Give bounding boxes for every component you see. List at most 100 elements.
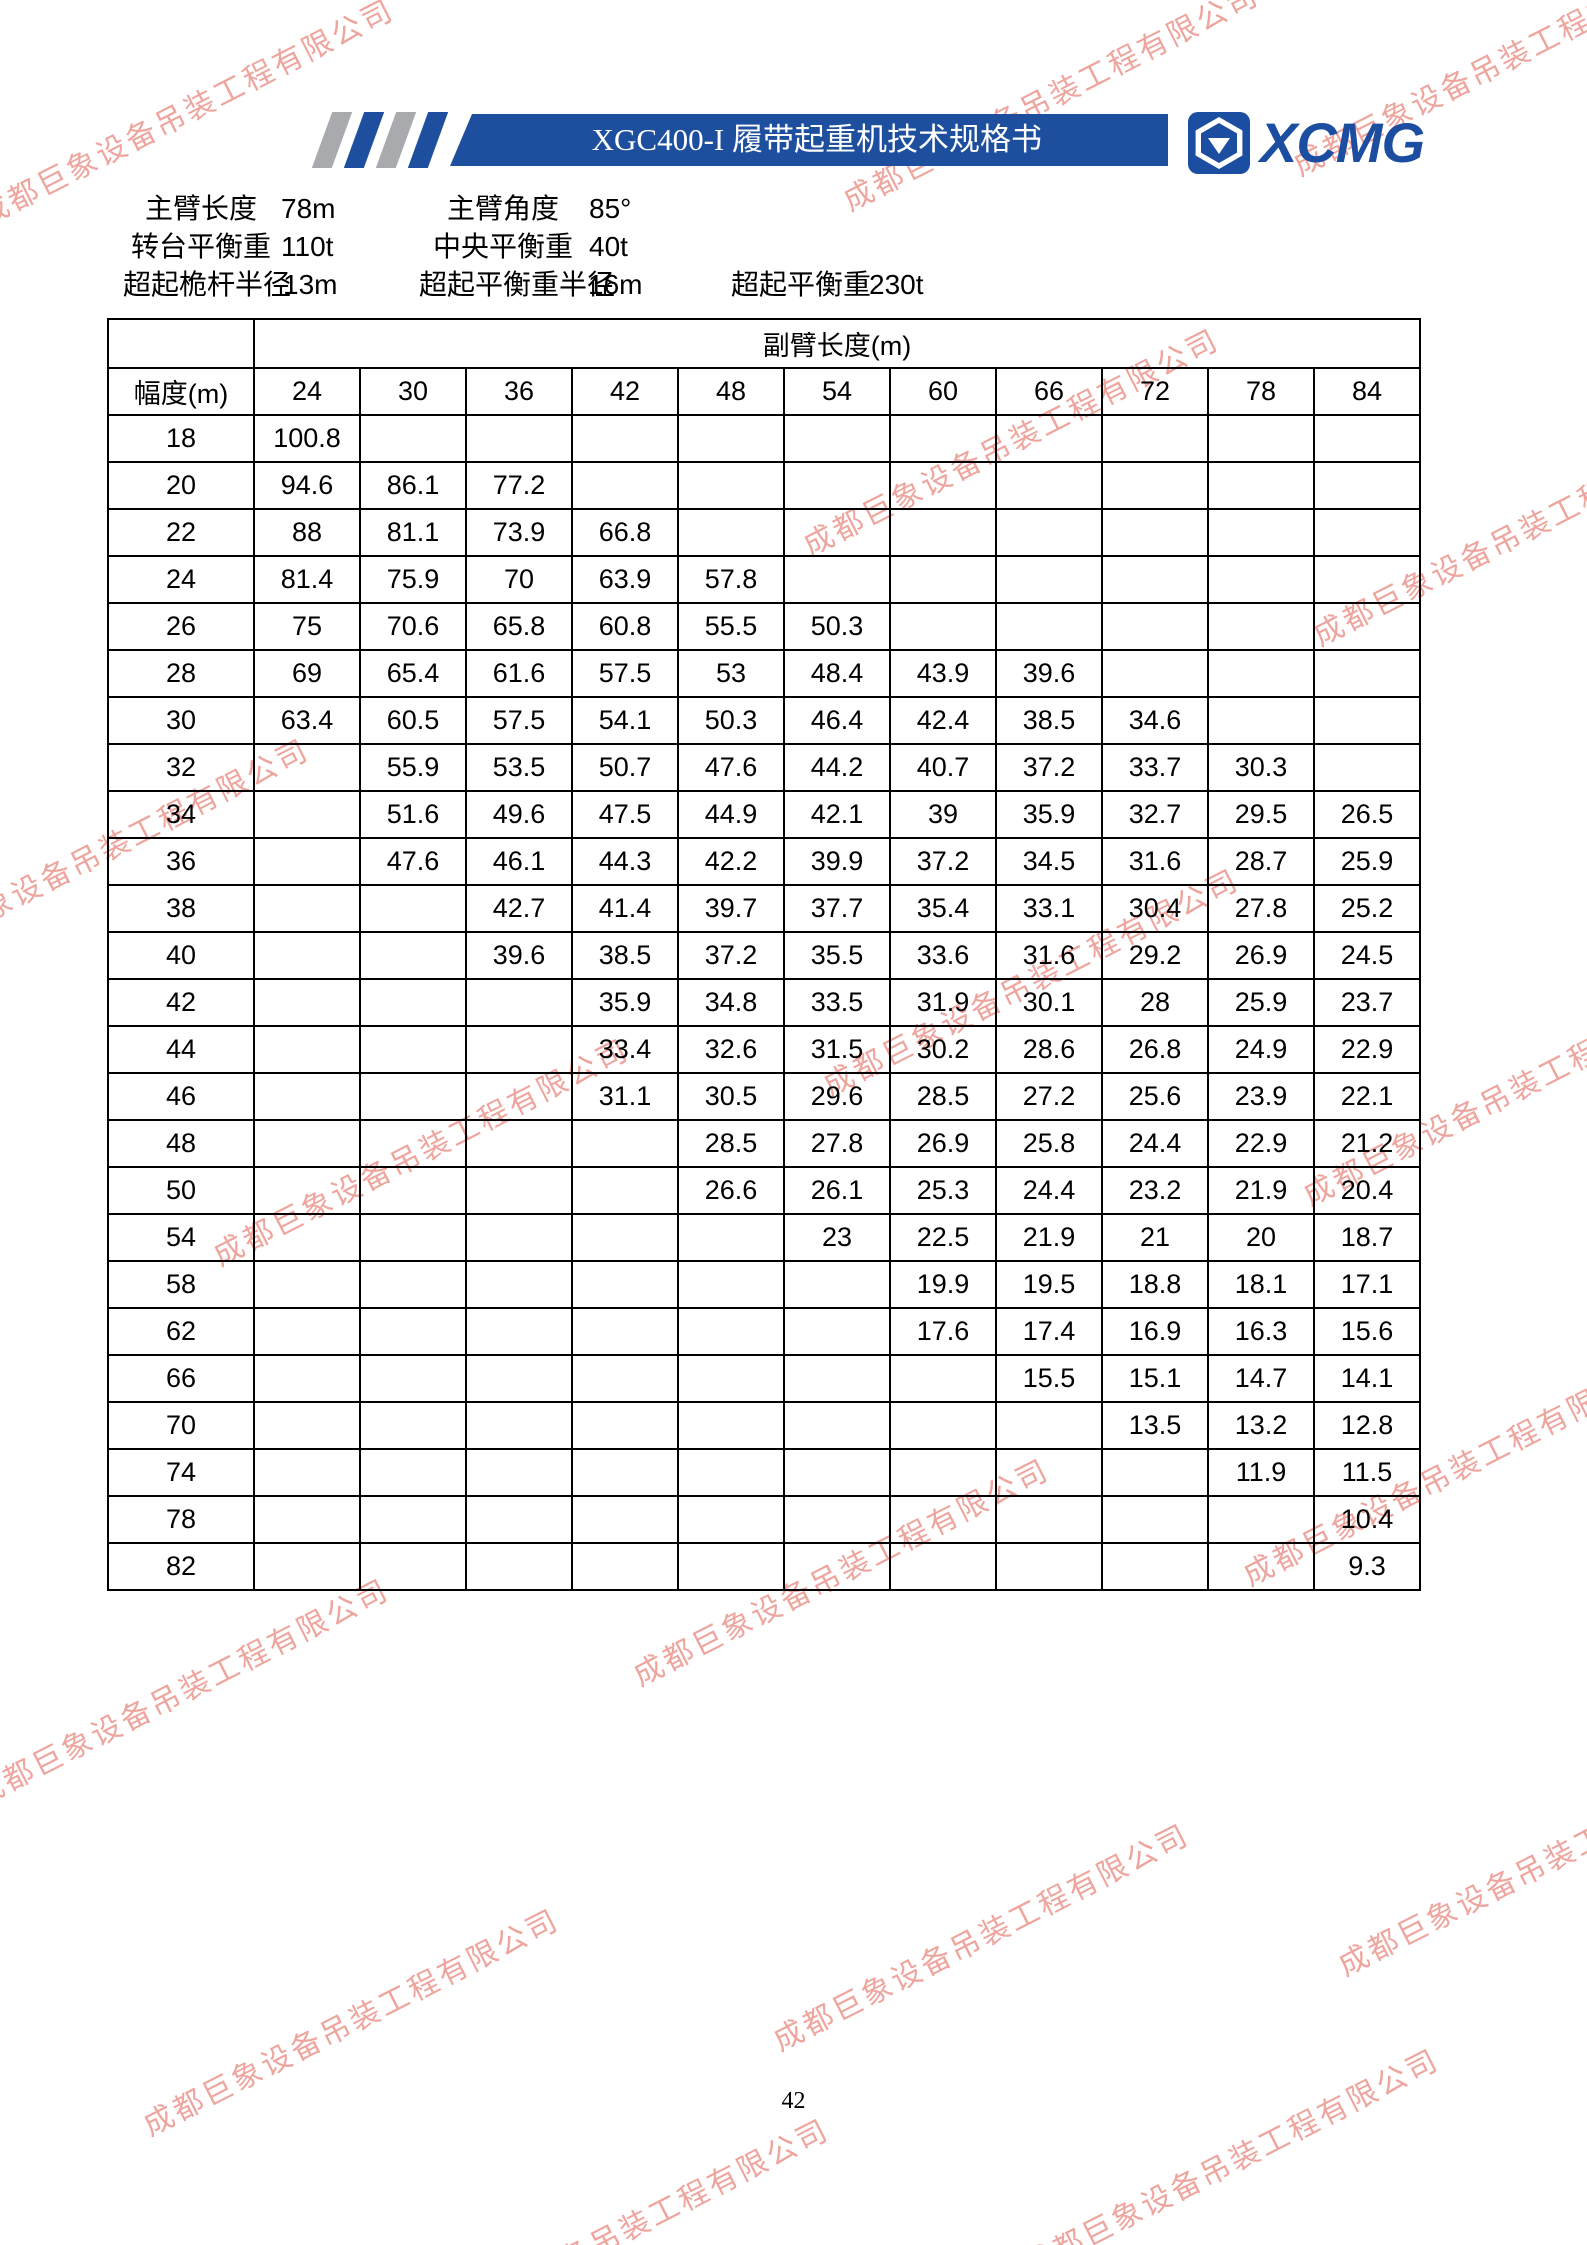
capacity-cell: [995, 414, 1103, 463]
capacity-cell: 86.1: [359, 461, 467, 510]
capacity-cell: [571, 461, 679, 510]
radius-cell: 44: [107, 1025, 255, 1074]
capacity-cell: [1101, 649, 1209, 698]
capacity-cell: 31.9: [889, 978, 997, 1027]
capacity-cell: 11.9: [1207, 1448, 1315, 1497]
capacity-row: 38 42.7 41.4 39.7 37.7 35.4 33.1 30.4 27.8 25.2: [107, 884, 1421, 933]
radius-cell: 38: [107, 884, 255, 933]
capacity-cell: 26.8: [1101, 1025, 1209, 1074]
capacity-cell: [253, 931, 361, 980]
capacity-cell: 44.2: [783, 743, 891, 792]
capacity-cell: [253, 743, 361, 792]
capacity-cell: 26.9: [1207, 931, 1315, 980]
capacity-cell: [783, 1260, 891, 1309]
capacity-cell: 47.6: [359, 837, 467, 886]
capacity-cell: 77.2: [465, 461, 573, 510]
capacity-cell: [1313, 461, 1421, 510]
capacity-cell: 22.9: [1313, 1025, 1421, 1074]
capacity-cell: 18.7: [1313, 1213, 1421, 1262]
capacity-row: 66 15.5 15.1 14.7 14.1: [107, 1354, 1421, 1403]
column-header-row: 幅度(m) 24 30 36 42 48 54 60 66 72 78 84: [107, 367, 1421, 416]
capacity-row: 54 23 22.5 21.9 21 20 18.7: [107, 1213, 1421, 1262]
capacity-cell: 11.5: [1313, 1448, 1421, 1497]
capacity-cell: 65.4: [359, 649, 467, 698]
capacity-cell: 15.1: [1101, 1354, 1209, 1403]
param-value: 85°: [589, 193, 632, 224]
capacity-cell: 38.5: [995, 696, 1103, 745]
capacity-cell: 24.4: [995, 1166, 1103, 1215]
capacity-cell: [677, 414, 785, 463]
capacity-cell: 44.3: [571, 837, 679, 886]
capacity-cell: 46.4: [783, 696, 891, 745]
radius-cell: 30: [107, 696, 255, 745]
capacity-cell: 20: [1207, 1213, 1315, 1262]
capacity-cell: [995, 1448, 1103, 1497]
capacity-cell: 26.9: [889, 1119, 997, 1168]
radius-cell: 32: [107, 743, 255, 792]
capacity-cell: [889, 1354, 997, 1403]
capacity-cell: [253, 1354, 361, 1403]
capacity-cell: [1207, 555, 1315, 604]
capacity-cell: 25.9: [1313, 837, 1421, 886]
capacity-cell: 14.1: [1313, 1354, 1421, 1403]
capacity-cell: [465, 414, 573, 463]
capacity-row: 28 69 65.4 61.6 57.5 53 48.4 43.9 39.6: [107, 649, 1421, 698]
capacity-cell: 60.8: [571, 602, 679, 651]
capacity-cell: 37.2: [995, 743, 1103, 792]
capacity-cell: [359, 1025, 467, 1074]
capacity-row: 44 33.4 32.6 31.5 30.2 28.6 26.8 24.9 22.9: [107, 1025, 1421, 1074]
capacity-cell: [465, 1542, 573, 1591]
capacity-cell: [677, 1260, 785, 1309]
capacity-cell: [465, 978, 573, 1027]
capacity-table: 副臂长度(m) 幅度(m) 24 30 36 42 48 54 60 66 72 78 84 18 1…: [107, 318, 1421, 1591]
capacity-cell: 16.3: [1207, 1307, 1315, 1356]
watermark-text: 成都巨象设备吊装工程有限公司: [1333, 1743, 1587, 1983]
capacity-cell: [1313, 508, 1421, 557]
capacity-cell: 81.1: [359, 508, 467, 557]
jib-length-cell: 36: [465, 367, 573, 416]
capacity-row: 18 100.8: [107, 414, 1421, 463]
capacity-cell: [995, 1495, 1103, 1544]
capacity-cell: 43.9: [889, 649, 997, 698]
capacity-cell: 28.5: [677, 1119, 785, 1168]
capacity-cell: [1207, 414, 1315, 463]
radius-header-cell: 幅度(m): [107, 367, 255, 416]
capacity-row: 46 31.1 30.5 29.6 28.5 27.2 25.6 23.9 22.1: [107, 1072, 1421, 1121]
jib-length-cell: 42: [571, 367, 679, 416]
capacity-cell: 60.5: [359, 696, 467, 745]
capacity-cell: [359, 884, 467, 933]
jib-length-cell: 66: [995, 367, 1103, 416]
capacity-cell: 23: [783, 1213, 891, 1262]
capacity-cell: 37.2: [677, 931, 785, 980]
capacity-cell: 9.3: [1313, 1542, 1421, 1591]
capacity-cell: 31.5: [783, 1025, 891, 1074]
capacity-cell: [465, 1025, 573, 1074]
capacity-row: 62 17.6 17.4 16.9 16.3 15.6: [107, 1307, 1421, 1356]
capacity-cell: 16.9: [1101, 1307, 1209, 1356]
capacity-cell: [465, 1119, 573, 1168]
header-stripe-icon: [407, 112, 449, 168]
capacity-cell: 39: [889, 790, 997, 839]
capacity-cell: 20.4: [1313, 1166, 1421, 1215]
watermark-text: 成都巨象设备吊装工程有限公司: [1018, 2043, 1445, 2245]
capacity-cell: [783, 1354, 891, 1403]
capacity-cell: 34.8: [677, 978, 785, 1027]
capacity-cell: 27.8: [1207, 884, 1315, 933]
radius-cell: 58: [107, 1260, 255, 1309]
xcmg-logo-text: XCMG: [1260, 111, 1425, 174]
capacity-cell: [359, 1072, 467, 1121]
capacity-cell: [465, 1213, 573, 1262]
capacity-cell: [1207, 508, 1315, 557]
capacity-cell: 39.6: [465, 931, 573, 980]
capacity-cell: [359, 414, 467, 463]
capacity-cell: [783, 508, 891, 557]
jib-length-cell: 24: [253, 367, 361, 416]
capacity-cell: [677, 1213, 785, 1262]
capacity-cell: 30.3: [1207, 743, 1315, 792]
capacity-cell: [465, 1166, 573, 1215]
capacity-cell: 66.8: [571, 508, 679, 557]
capacity-cell: [253, 1401, 361, 1450]
param-label: 主臂角度: [447, 193, 560, 224]
capacity-cell: 70.6: [359, 602, 467, 651]
capacity-cell: 25.2: [1313, 884, 1421, 933]
